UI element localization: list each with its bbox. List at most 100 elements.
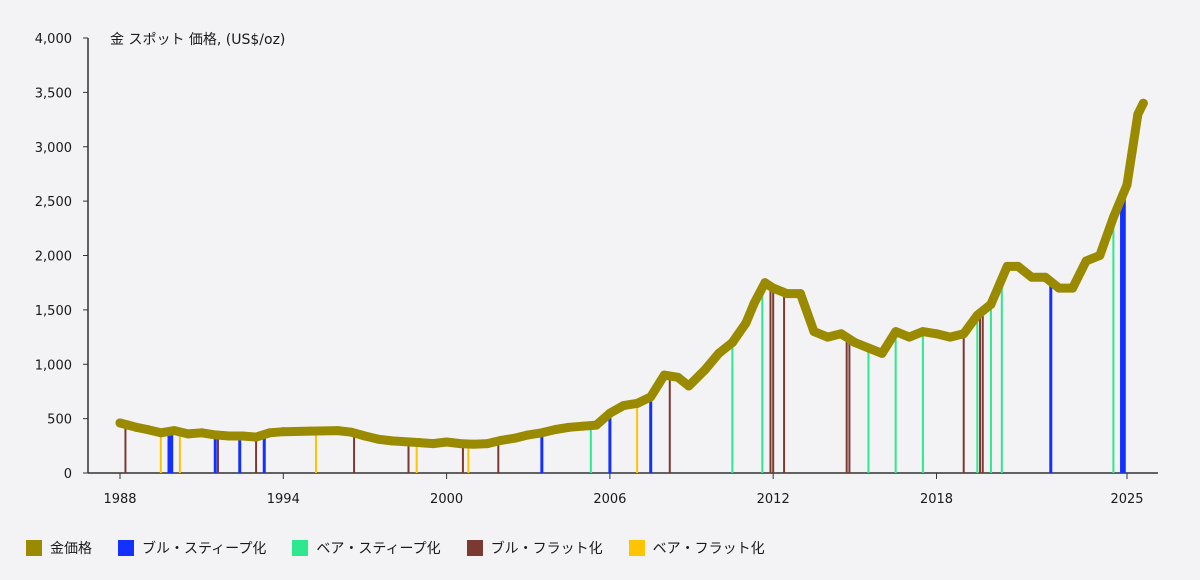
- gold-price-point: [428, 439, 438, 449]
- gold-price-point: [1068, 283, 1078, 293]
- legend-swatch-bull-steep: [118, 540, 134, 556]
- gold-price-point: [265, 428, 275, 438]
- gold-price-point: [360, 431, 370, 441]
- gold-price-point: [795, 289, 805, 299]
- gold-price-point: [877, 348, 887, 358]
- gold-price-point: [749, 298, 759, 308]
- gold-price-point: [1013, 261, 1023, 271]
- gold-price-point: [591, 420, 601, 430]
- x-tick-label: 1994: [267, 492, 300, 507]
- gold-price-point: [251, 432, 261, 442]
- gold-price-point: [1081, 256, 1091, 266]
- gold-price-point: [131, 422, 141, 432]
- gold-price-point: [1027, 272, 1037, 282]
- gold-price-point: [346, 427, 356, 437]
- gold-price-point: [741, 318, 751, 328]
- y-tick-label: 0: [64, 467, 72, 482]
- legend-label-bear-steep: ベア・スティープ化: [316, 541, 441, 557]
- gold-price-point: [523, 430, 533, 440]
- gold-price-point: [482, 439, 492, 449]
- legend-item-gold: 金価格: [26, 538, 92, 558]
- gold-price-point: [684, 381, 694, 391]
- y-tick-label: 500: [47, 413, 72, 428]
- gold-price-point: [809, 327, 819, 337]
- gold-price-line: [115, 98, 1148, 449]
- gold-price-point: [904, 332, 914, 342]
- y-tick-label: 3,000: [35, 141, 72, 156]
- legend: 金価格 ブル・スティープ化 ベア・スティープ化 ブル・フラット化 ベア・フラット…: [26, 538, 765, 558]
- gold-price-point: [700, 365, 710, 375]
- gold-price-point: [1122, 180, 1132, 190]
- gold-price-point: [333, 426, 343, 436]
- gold-price-point: [714, 348, 724, 358]
- gold-price-point: [659, 370, 669, 380]
- legend-swatch-bear-steep: [292, 540, 309, 556]
- gold-price-point: [850, 338, 860, 347]
- gold-price-point: [945, 332, 955, 342]
- gold-price-point: [931, 329, 941, 339]
- gold-price-point: [1095, 251, 1105, 260]
- legend-swatch-bull-flat: [466, 540, 483, 556]
- gold-price-point: [986, 299, 996, 309]
- legend-item-bull-flat: ブル・フラット化: [466, 538, 603, 558]
- gold-price-point: [823, 332, 833, 342]
- gold-price-point: [1040, 272, 1050, 282]
- gold-price-point: [891, 327, 901, 337]
- gold-price-point: [863, 343, 873, 353]
- y-tick-label: 4,000: [35, 32, 72, 47]
- x-tick-label: 1988: [103, 492, 136, 507]
- gold-price-point: [387, 436, 397, 446]
- x-tick-label: 2025: [1110, 492, 1143, 507]
- x-tick-label: 2018: [920, 492, 953, 507]
- gold-price-point: [210, 430, 220, 440]
- legend-item-bear-flat: ベア・フラット化: [628, 538, 765, 558]
- legend-label-bull-flat: ブル・フラット化: [490, 541, 603, 557]
- gold-price-point: [156, 428, 166, 438]
- gold-price-point: [510, 433, 520, 443]
- legend-item-bull-steep: ブル・スティープ化: [118, 538, 266, 558]
- y-tick-label: 1,500: [35, 304, 72, 319]
- gold-price-point: [760, 278, 770, 288]
- gold-price-point: [278, 427, 288, 437]
- gold-price-point: [673, 372, 683, 382]
- gold-price-point: [1138, 98, 1148, 108]
- gold-price-point: [1108, 212, 1118, 222]
- gold-price-point: [918, 327, 928, 337]
- gold-price-point: [469, 439, 479, 449]
- gold-price-point: [632, 398, 642, 408]
- gold-price-point: [123, 420, 133, 430]
- gold-price-point: [142, 425, 152, 434]
- gold-price-point: [768, 283, 778, 293]
- legend-swatch-bear-flat: [628, 540, 645, 556]
- gold-price-point: [1002, 261, 1012, 271]
- gold-price-point: [414, 438, 424, 448]
- gold-price-point: [237, 431, 247, 441]
- gold-price-point: [442, 437, 452, 447]
- gold-price-point: [564, 422, 574, 432]
- legend-label-bear-flat: ベア・フラット化: [652, 541, 765, 557]
- y-axis-title: 金 スポット 価格, (US$/oz): [110, 32, 285, 48]
- gold-price-point: [836, 329, 846, 339]
- gold-price-point: [374, 434, 384, 444]
- x-tick-label: 2012: [757, 492, 790, 507]
- gold-price-point: [306, 426, 316, 436]
- gold-price-point: [578, 421, 588, 431]
- legend-item-bear-steep: ベア・スティープ化: [292, 538, 441, 558]
- x-tick-label: 2000: [430, 492, 463, 507]
- legend-label-gold: 金価格: [50, 541, 92, 557]
- gold-price-point: [169, 426, 179, 436]
- gold-price-point: [224, 431, 234, 441]
- gold-price-point: [183, 429, 193, 439]
- gold-price-point: [115, 418, 125, 428]
- gold-price-point: [605, 408, 615, 418]
- y-tick-label: 2,000: [35, 250, 72, 265]
- gold-price-point: [646, 392, 656, 402]
- x-tick-label: 2006: [593, 492, 626, 507]
- y-tick-label: 2,500: [35, 195, 72, 210]
- legend-swatch-gold: [26, 540, 42, 556]
- gold-price-point: [959, 329, 969, 339]
- y-tick-label: 1,000: [35, 358, 72, 373]
- gold-price-point: [972, 310, 982, 320]
- gold-price-point: [1133, 109, 1143, 119]
